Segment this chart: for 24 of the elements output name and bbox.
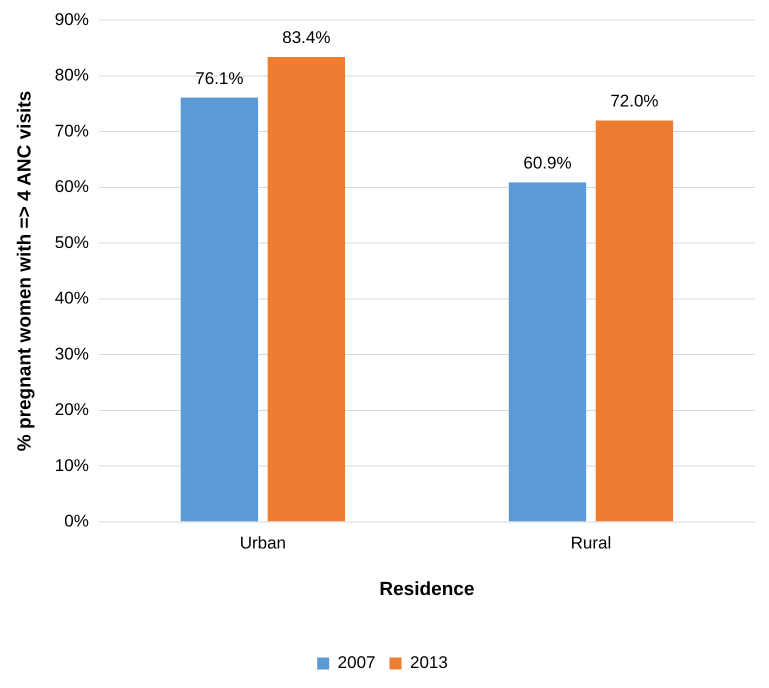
- y-tick-label: 90%: [54, 10, 89, 29]
- data-label: 60.9%: [523, 154, 572, 173]
- y-tick-label: 70%: [54, 121, 89, 140]
- y-tick-label: 60%: [54, 177, 89, 196]
- data-label: 72.0%: [610, 92, 659, 111]
- y-tick-label: 80%: [54, 66, 89, 85]
- bar: [508, 182, 586, 522]
- bar: [596, 120, 674, 522]
- y-tick-label: 10%: [54, 456, 89, 475]
- y-tick-label: 40%: [54, 288, 89, 308]
- x-axis-title: Residence: [379, 578, 474, 600]
- data-label: 76.1%: [195, 68, 244, 88]
- y-tick-label: 0%: [64, 511, 89, 530]
- legend-label: 2013: [410, 653, 448, 672]
- legend-label: 2007: [338, 653, 376, 672]
- data-label: 83.4%: [282, 28, 330, 48]
- y-tick-label: 20%: [54, 400, 89, 420]
- bar: [268, 56, 346, 522]
- y-axis-title: % pregnant women with => 4 ANC visits: [14, 90, 36, 452]
- x-tick-label: Rural: [570, 534, 612, 553]
- bar: [180, 98, 258, 522]
- y-tick-label: 50%: [54, 232, 89, 252]
- x-tick-label: Urban: [240, 534, 286, 553]
- y-tick-label: 30%: [54, 344, 89, 364]
